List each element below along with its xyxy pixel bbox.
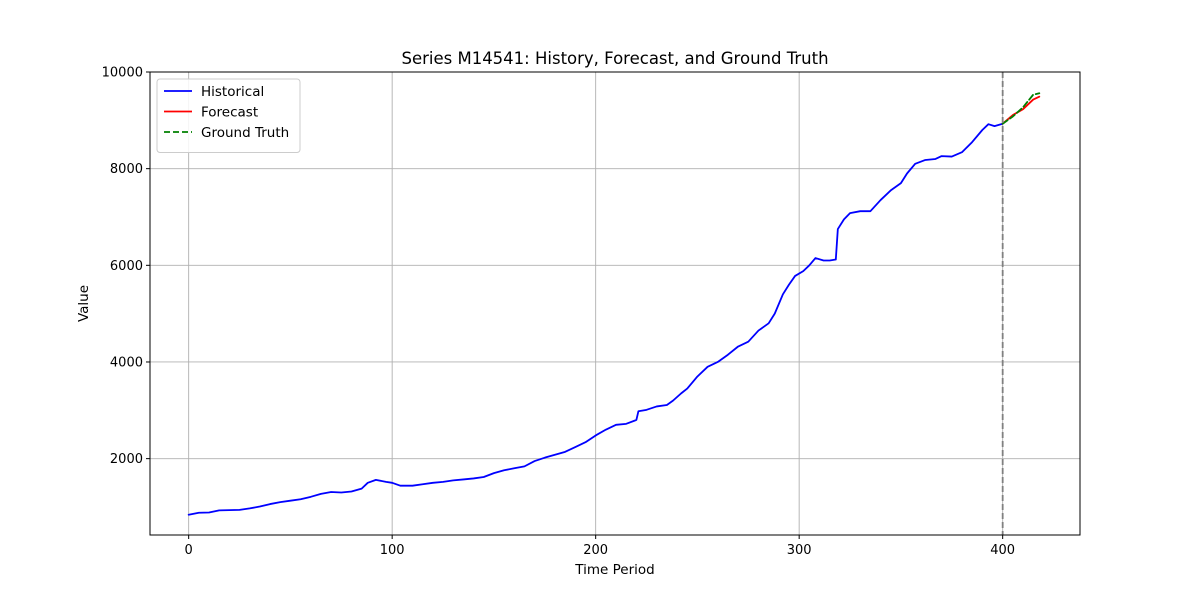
x-tick-label: 300 bbox=[787, 543, 812, 558]
series-line-historical bbox=[187, 122, 1004, 516]
series-line-ground-truth bbox=[1001, 92, 1041, 125]
x-tick-label: 200 bbox=[583, 543, 608, 558]
legend: Historical Forecast Ground Truth bbox=[156, 78, 301, 153]
x-axis-ticks: 0 100 200 300 400 bbox=[185, 535, 1015, 558]
y-tick-label: 4000 bbox=[110, 355, 143, 370]
y-tick-label: 10000 bbox=[102, 66, 143, 81]
x-tick-label: 400 bbox=[990, 543, 1015, 558]
x-axis-label: Time Period bbox=[574, 562, 654, 578]
legend-label-historical: Historical bbox=[201, 84, 264, 100]
y-tick-label: 6000 bbox=[110, 259, 143, 274]
legend-label-ground-truth: Ground Truth bbox=[201, 125, 289, 141]
y-axis-ticks: 2000 4000 6000 8000 10000 bbox=[102, 66, 150, 467]
y-tick-label: 8000 bbox=[110, 162, 143, 177]
plot-frame bbox=[149, 71, 1081, 536]
plot-lines bbox=[187, 72, 1041, 535]
chart-title: Series M14541: History, Forecast, and Gr… bbox=[401, 49, 828, 68]
legend-label-forecast: Forecast bbox=[201, 105, 258, 121]
legend-box bbox=[156, 78, 301, 153]
x-tick-label: 0 bbox=[185, 543, 193, 558]
y-tick-label: 2000 bbox=[110, 452, 143, 467]
y-axis-label: Value bbox=[76, 285, 92, 322]
x-tick-label: 100 bbox=[380, 543, 405, 558]
